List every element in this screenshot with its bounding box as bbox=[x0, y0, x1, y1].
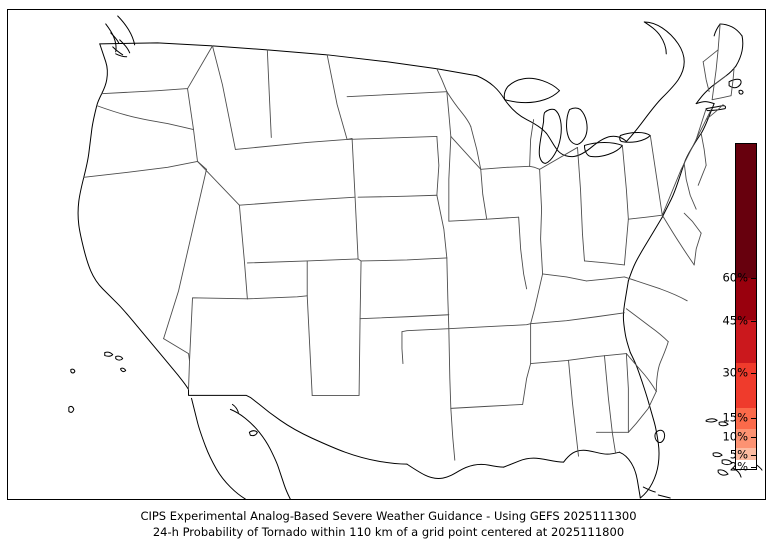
state-boundaries bbox=[83, 23, 735, 461]
colorbar-band-45-60 bbox=[736, 278, 756, 321]
probability-colorbar[interactable] bbox=[735, 143, 757, 470]
colorbar-band-5-10 bbox=[736, 429, 756, 448]
colorbar-band-30-45 bbox=[736, 320, 756, 363]
colorbar-band-10-15 bbox=[736, 408, 756, 430]
colorbar-band-60plus bbox=[736, 144, 756, 279]
colorbar-band-below-2 bbox=[736, 459, 756, 469]
colorbar-band-15-30 bbox=[736, 362, 756, 409]
caption-line-1: CIPS Experimental Analog-Based Severe We… bbox=[140, 509, 637, 523]
map-panel[interactable] bbox=[7, 9, 766, 500]
figure-caption: CIPS Experimental Analog-Based Severe We… bbox=[0, 508, 777, 540]
colorbar-band-2-5 bbox=[736, 447, 756, 460]
national-boundaries bbox=[68, 15, 763, 499]
us-map bbox=[68, 15, 763, 499]
caption-line-2: 24-h Probability of Tornado within 110 k… bbox=[152, 525, 625, 539]
